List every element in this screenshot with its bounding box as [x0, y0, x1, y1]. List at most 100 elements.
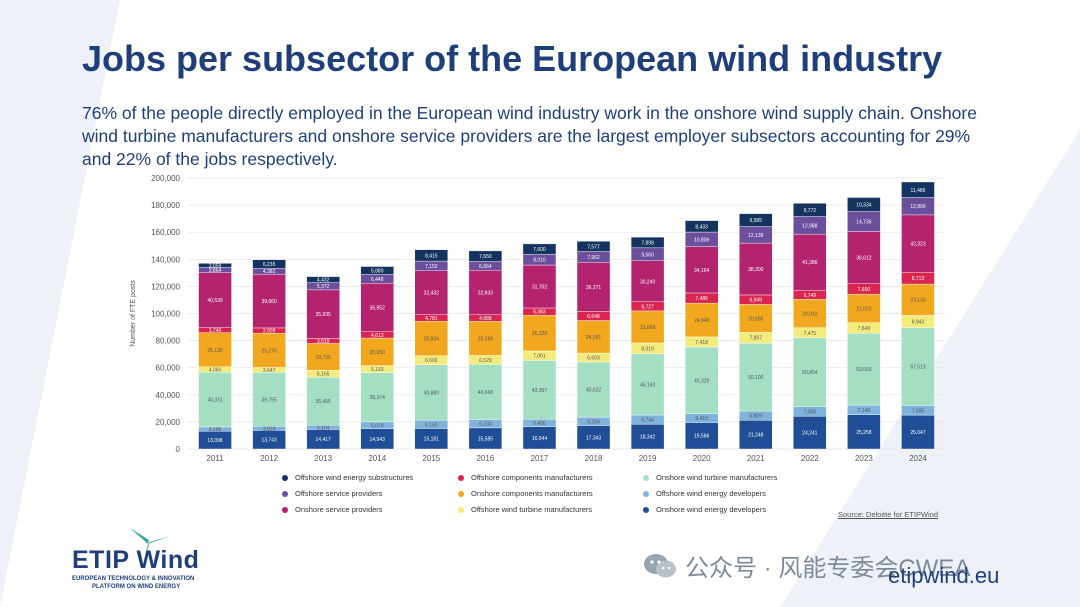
bar-segment: [522, 360, 557, 420]
legend-swatch: [643, 474, 649, 481]
bar-segment: [684, 220, 719, 233]
x-tick-label: 2020: [693, 454, 711, 463]
data-label: 10,806: [694, 237, 710, 243]
legend-item: Offshore wind energy substructures: [282, 473, 458, 482]
data-label: 18,342: [640, 435, 656, 441]
bar-segment: [684, 422, 719, 450]
data-label: 19,735: [316, 355, 332, 361]
data-label: 5,456: [533, 421, 546, 427]
data-label: 6,235: [263, 262, 276, 268]
page-title: Jobs per subsector of the European wind …: [82, 38, 943, 79]
data-label: 35,852: [370, 306, 386, 312]
legend-item: Offshore wind energy developers: [643, 489, 822, 498]
data-label: 7,898: [641, 240, 654, 246]
data-label: 12,988: [802, 223, 818, 229]
data-label: 9,560: [641, 252, 654, 258]
legend-label: Offshore wind turbine manufacturers: [471, 505, 593, 514]
bar-segment: [360, 372, 394, 423]
data-label: 41,386: [802, 260, 818, 266]
data-label: 7,008: [804, 409, 817, 415]
source-note: Source: Deloitte for ETIPWind: [838, 510, 939, 519]
bar-segment: [847, 333, 881, 406]
data-label: 7,650: [858, 287, 871, 293]
data-label: 11,486: [911, 188, 926, 194]
data-label: 21,023: [856, 306, 872, 312]
bar-segment: [739, 242, 773, 296]
data-label: 24,943: [694, 318, 710, 324]
data-label: 24,051: [586, 335, 602, 341]
data-label: 3,909: [263, 329, 276, 335]
legend-label: Onshore wind turbine manufacturers: [656, 473, 778, 482]
wechat-icon: [644, 553, 676, 577]
logo-subtitle-line1: EUROPEAN TECHNOLOGY & INNOVATION: [72, 576, 195, 582]
data-label: 19,566: [694, 434, 710, 440]
bar-segment: [198, 263, 232, 268]
bar-segment: [576, 262, 611, 312]
legend-swatch: [458, 490, 464, 497]
bar-segment: [306, 343, 340, 371]
data-label: 7,152: [425, 264, 438, 270]
data-label: 39,660: [261, 299, 277, 305]
data-label: 3,746: [209, 328, 222, 334]
data-label: 7,962: [587, 255, 600, 261]
data-label: 15,181: [424, 437, 440, 443]
data-label: 6,727: [641, 304, 654, 310]
legend-swatch: [643, 506, 649, 513]
data-label: 39,755: [261, 397, 277, 403]
bar-segment: [522, 243, 557, 255]
bar-segment: [793, 415, 827, 450]
data-label: 7,897: [749, 336, 762, 342]
data-label: 13,098: [207, 438, 223, 444]
bar-segment: [847, 293, 881, 323]
bar-segment: [901, 283, 935, 316]
legend-swatch: [643, 490, 649, 497]
data-label: 6,602: [425, 358, 438, 364]
logo-text: ETIP Wind: [72, 546, 200, 574]
data-label: 53,003: [856, 367, 872, 373]
bar-segment: [198, 272, 232, 328]
legend-swatch: [458, 506, 464, 513]
data-label: 35,455: [316, 399, 332, 405]
legend-item: Onshore service providers: [282, 505, 458, 514]
legend-swatch: [282, 490, 288, 497]
data-label: 7,577: [587, 244, 600, 250]
data-label: 45,160: [640, 382, 656, 388]
data-label: 4,781: [425, 316, 438, 322]
data-label: 6,948: [749, 298, 762, 304]
bar-segment: [198, 372, 232, 428]
data-label: 38,612: [856, 256, 872, 262]
data-label: 7,650: [479, 254, 492, 260]
data-label: 6,603: [587, 356, 600, 362]
data-label: 7,849: [858, 326, 871, 332]
x-tick-label: 2019: [639, 454, 657, 463]
bar-segment: [901, 327, 935, 406]
bar-segment: [847, 414, 881, 450]
data-label: 6,230: [479, 422, 492, 428]
legend-swatch: [282, 506, 288, 513]
y-tick-label: 180,000: [151, 201, 180, 210]
data-label: 6,664: [479, 264, 492, 270]
y-tick-label: 60,000: [156, 364, 181, 373]
data-label: 8,943: [912, 319, 925, 325]
y-tick-label: 120,000: [151, 282, 180, 291]
legend-swatch: [282, 474, 288, 481]
x-tick-label: 2017: [531, 454, 549, 463]
data-label: 6,749: [804, 293, 817, 299]
legend-item: Onshore wind turbine manufacturers: [643, 473, 822, 482]
data-label: 35,935: [316, 312, 332, 318]
data-label: 20,350: [370, 350, 386, 356]
bar-segment: [468, 364, 503, 420]
data-label: 4,432: [317, 278, 330, 284]
legend-label: Onshore service providers: [295, 505, 383, 514]
y-axis-label: Number of FTE posts: [130, 280, 137, 347]
website-link[interactable]: etipwind.eu: [888, 563, 1000, 588]
y-tick-label: 80,000: [156, 337, 181, 346]
data-label: 7,600: [533, 247, 546, 253]
data-label: 13,743: [261, 438, 277, 444]
data-label: 20,910: [802, 312, 818, 318]
etip-wind-logo: ETIP Wind EUROPEAN TECHNOLOGY & INNOVATI…: [70, 522, 230, 602]
data-label: 6,809: [749, 414, 762, 420]
data-label: 7,095: [912, 408, 925, 414]
data-label: 7,001: [533, 354, 546, 360]
data-label: 20,685: [748, 316, 764, 322]
